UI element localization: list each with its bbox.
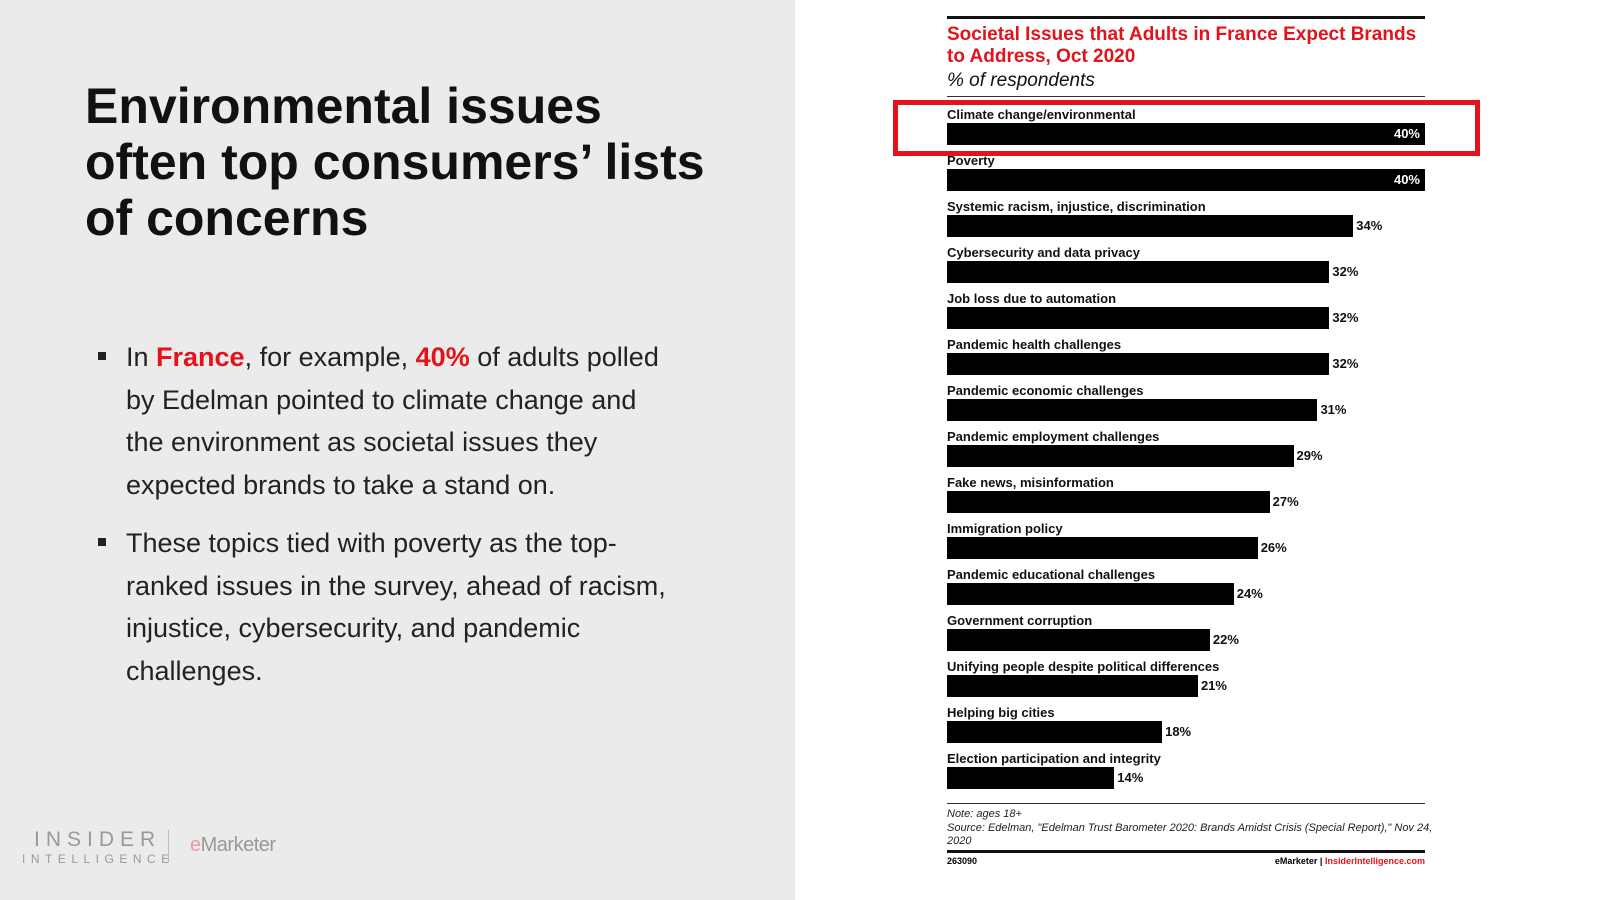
bar-row: Pandemic economic challenges 31% — [947, 383, 1425, 429]
bar-row: Climate change/environmental 40% — [947, 107, 1425, 153]
bar-label: Immigration policy — [947, 521, 1063, 536]
chart-top-rule — [947, 16, 1425, 19]
bar-row: Systemic racism, injustice, discriminati… — [947, 199, 1425, 245]
bar-value-label: 32% — [1332, 356, 1359, 371]
chart-subtitle: % of respondents — [947, 70, 1095, 91]
logo-divider — [168, 830, 169, 862]
chart-credit: eMarketer | InsiderIntelligence.com — [1275, 856, 1425, 866]
chart-rows: Climate change/environmental 40% Poverty 40… — [947, 107, 1425, 797]
bullet-item: These topics tied with poverty as the to… — [98, 522, 678, 692]
highlight-france: France — [156, 342, 245, 372]
bar — [947, 399, 1318, 421]
bar — [947, 721, 1163, 743]
bar-row: Pandemic health challenges 32% — [947, 337, 1425, 383]
credit-separator: | — [1319, 856, 1323, 866]
bar — [947, 767, 1115, 789]
bar-label: Climate change/environmental — [947, 107, 1136, 122]
bar — [947, 215, 1354, 237]
bullet-text: , for example, — [244, 342, 416, 372]
bar-value-label: 32% — [1332, 310, 1359, 325]
bar-value-label: 31% — [1320, 402, 1347, 417]
bar-row: Election participation and integrity 14% — [947, 751, 1425, 797]
bar-value-label: 14% — [1117, 770, 1144, 785]
bar-label: Pandemic health challenges — [947, 337, 1122, 352]
bullet-list: In France, for example, 40% of adults po… — [98, 336, 678, 708]
bar-value-label: 22% — [1212, 632, 1239, 647]
bullet-item: In France, for example, 40% of adults po… — [98, 336, 678, 506]
bar-label: Poverty — [947, 153, 995, 168]
bar-row: Unifying people despite political differ… — [947, 659, 1425, 705]
bar-value-label: 29% — [1296, 448, 1323, 463]
bar-row: Job loss due to automation 32% — [947, 291, 1425, 337]
chart-source: Source: Edelman, "Edelman Trust Baromete… — [947, 821, 1433, 848]
bar-row: Immigration policy 26% — [947, 521, 1425, 567]
insider-intelligence-logo: INSIDER INTELLIGENCE — [22, 828, 175, 866]
bar-label: Pandemic employment challenges — [947, 429, 1160, 444]
bar-label: Fake news, misinformation — [947, 475, 1114, 490]
bar — [947, 445, 1294, 467]
logo-line2: INTELLIGENCE — [22, 852, 175, 866]
bar — [947, 261, 1330, 283]
bar-label: Cybersecurity and data privacy — [947, 245, 1140, 260]
bar-row: Fake news, misinformation 27% — [947, 475, 1425, 521]
bar-value-label: 24% — [1236, 586, 1263, 601]
chart-title: Societal Issues that Adults in France Ex… — [947, 24, 1417, 67]
bar — [947, 353, 1330, 375]
highlight-box — [893, 100, 1480, 156]
footer-rule — [947, 803, 1425, 804]
bottom-rule — [947, 850, 1425, 853]
bar-value-label: 27% — [1272, 494, 1299, 509]
bar — [947, 491, 1270, 513]
bar-row: Pandemic employment challenges 29% — [947, 429, 1425, 475]
bar-label: Election participation and integrity — [947, 751, 1161, 766]
bar-value-label: 18% — [1165, 724, 1192, 739]
bar-value-label: 40% — [1393, 172, 1420, 187]
bar — [947, 537, 1258, 559]
logo-line1: INSIDER — [34, 828, 162, 851]
bar-label: Pandemic economic challenges — [947, 383, 1144, 398]
bar-value-label: 40% — [1393, 126, 1420, 141]
slide-left-panel: Environmental issues often top consumers… — [0, 0, 795, 900]
bar-chart: Societal Issues that Adults in France Ex… — [947, 16, 1425, 797]
bar — [947, 169, 1425, 191]
chart-rule — [947, 96, 1425, 97]
chart-id: 263090 — [947, 856, 978, 866]
emarketer-logo: eMarketer — [190, 834, 276, 856]
bar-value-label: 34% — [1356, 218, 1383, 233]
chart-note: Note: ages 18+ — [947, 808, 1022, 820]
bar-label: Helping big cities — [947, 705, 1055, 720]
bar-row: Helping big cities 18% — [947, 705, 1425, 751]
bar-label: Systemic racism, injustice, discriminati… — [947, 199, 1206, 214]
bar-label: Unifying people despite political differ… — [947, 659, 1220, 674]
bar-row: Cybersecurity and data privacy 32% — [947, 245, 1425, 291]
chart-notes: Note: ages 18+ Source: Edelman, "Edelman… — [947, 808, 1437, 849]
bullet-text: In — [126, 342, 157, 372]
bar-label: Job loss due to automation — [947, 291, 1117, 306]
bar — [947, 675, 1198, 697]
credit-emarketer: eMarketer — [1274, 856, 1318, 866]
bar-value-label: 26% — [1260, 540, 1287, 555]
bar-value-label: 21% — [1200, 678, 1227, 693]
bar-label: Government corruption — [947, 613, 1093, 628]
bar-row: Government corruption 22% — [947, 613, 1425, 659]
bar-row: Poverty 40% — [947, 153, 1425, 199]
bar-value-label: 32% — [1332, 264, 1359, 279]
bar — [947, 307, 1330, 329]
bullet-text: of adults polled by Edelman pointed to c… — [126, 342, 659, 500]
slide-headline: Environmental issues often top consumers… — [85, 78, 705, 246]
credit-link[interactable]: InsiderIntelligence.com — [1324, 856, 1425, 866]
bar — [947, 123, 1425, 145]
bar — [947, 629, 1210, 651]
bar-row: Pandemic educational challenges 24% — [947, 567, 1425, 613]
bar-label: Pandemic educational challenges — [947, 567, 1156, 582]
highlight-40-percent: 40% — [415, 342, 470, 372]
bar — [947, 583, 1234, 605]
